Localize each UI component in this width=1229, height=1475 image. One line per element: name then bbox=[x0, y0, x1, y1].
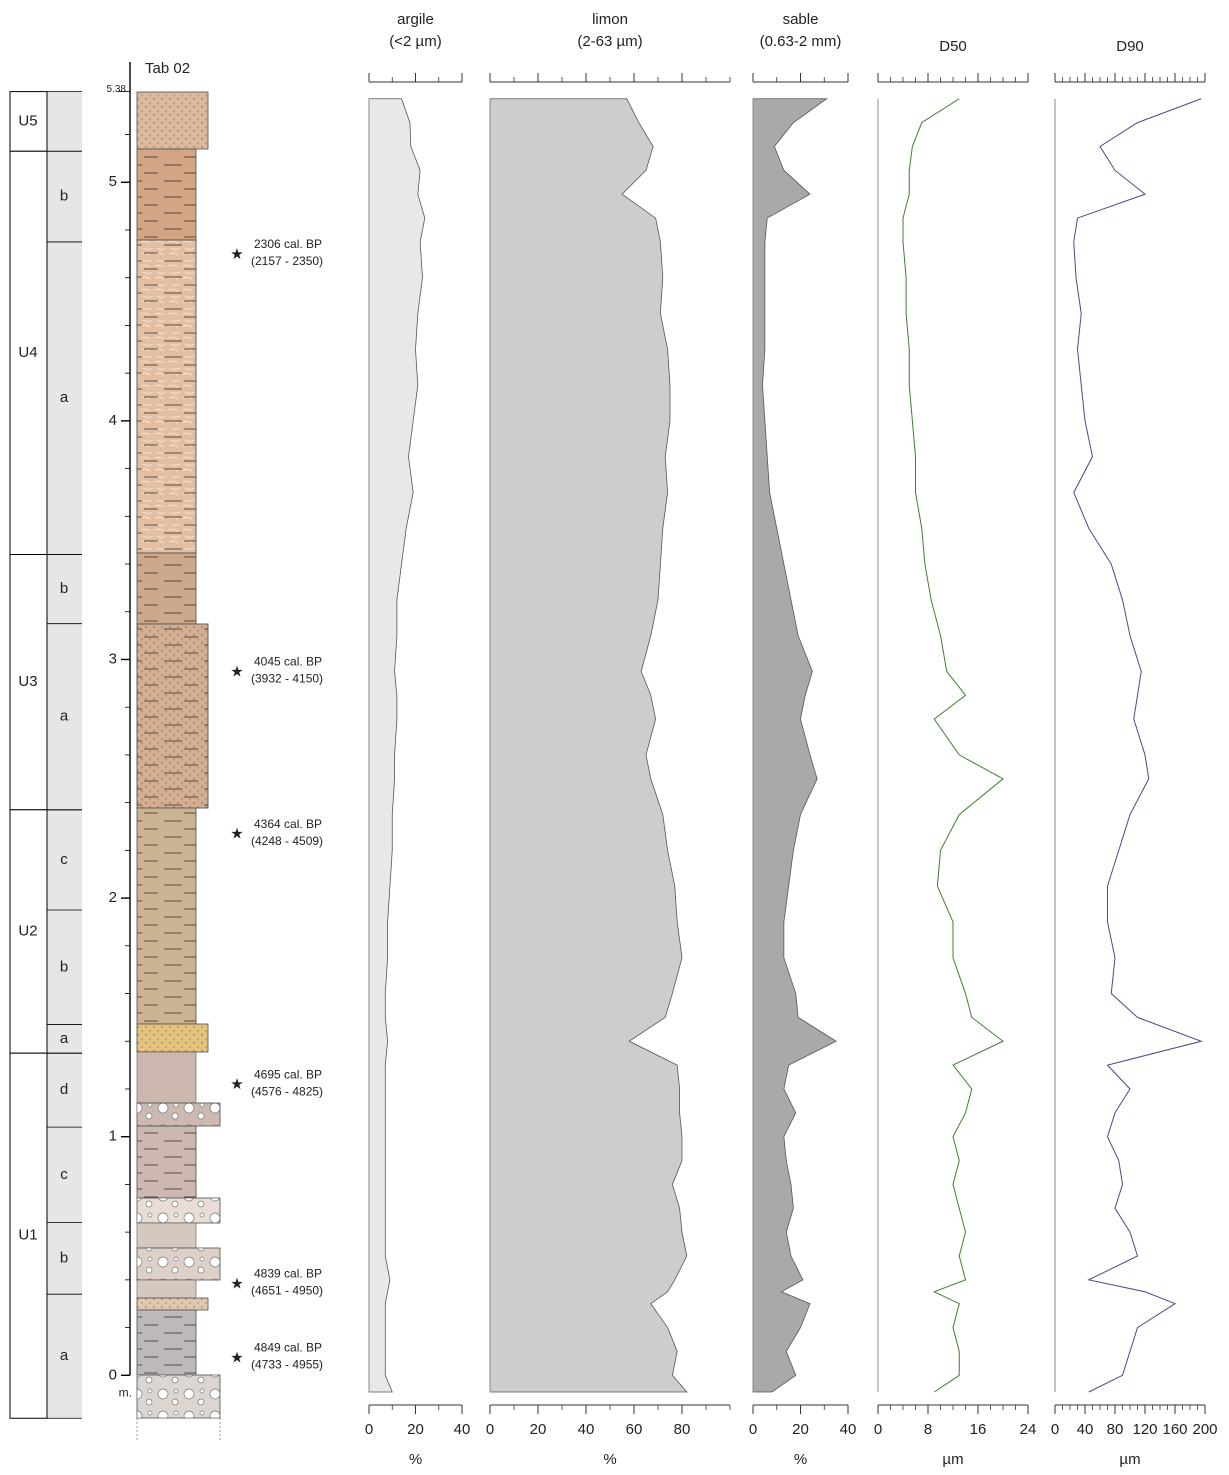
date-star: ★ bbox=[230, 1275, 243, 1292]
lithology-log bbox=[136, 91, 221, 1440]
unit-box bbox=[9, 1052, 48, 1419]
subunit-column bbox=[47, 91, 82, 1419]
date-star: ★ bbox=[230, 1076, 243, 1093]
x-axis-label: % bbox=[794, 1451, 807, 1468]
x-axis-label: µm bbox=[942, 1451, 963, 1468]
panel-title: argile bbox=[397, 11, 434, 28]
depth-tick-label: 5.38 bbox=[107, 84, 127, 95]
depth-tick-label: 1 bbox=[109, 1128, 117, 1145]
unit-label: U1 bbox=[18, 1227, 37, 1244]
profile-line bbox=[1073, 98, 1203, 1393]
subunit-label: a bbox=[60, 1347, 69, 1364]
panel-title: sable bbox=[783, 11, 819, 28]
x-tick-label: 40 bbox=[454, 1421, 471, 1438]
unit-box bbox=[9, 91, 48, 152]
unit-label: U3 bbox=[18, 673, 37, 690]
x-tick-label: 120 bbox=[1132, 1421, 1157, 1438]
subunit-label: d bbox=[60, 1081, 68, 1098]
depth-tick-label: 4 bbox=[109, 412, 117, 429]
x-tick-label: 40 bbox=[840, 1421, 857, 1438]
date-age: 2306 cal. BP bbox=[254, 237, 322, 251]
subunit-label: a bbox=[60, 708, 69, 725]
unit-label: U4 bbox=[18, 344, 37, 361]
x-tick-label: 16 bbox=[970, 1421, 987, 1438]
x-tick-label: 80 bbox=[1107, 1421, 1124, 1438]
x-tick-label: 0 bbox=[874, 1421, 882, 1438]
x-tick-label: 0 bbox=[486, 1421, 494, 1438]
unit-label: U2 bbox=[18, 922, 37, 939]
x-tick-label: 80 bbox=[674, 1421, 691, 1438]
unit-label: U5 bbox=[18, 112, 37, 129]
depth-tick-label: 0 bbox=[109, 1366, 117, 1383]
depth-tick-label: 2 bbox=[109, 889, 117, 906]
date-age: 4695 cal. BP bbox=[254, 1067, 322, 1081]
subunit-label: b bbox=[60, 188, 68, 205]
depth-tick-label: 3 bbox=[109, 650, 117, 667]
subunit-label: c bbox=[60, 1166, 68, 1183]
x-tick-label: 40 bbox=[1077, 1421, 1094, 1438]
x-axis-label: % bbox=[409, 1451, 422, 1468]
panel-title: (<2 µm) bbox=[389, 33, 441, 50]
x-tick-label: 24 bbox=[1020, 1421, 1037, 1438]
x-axis-label: % bbox=[603, 1451, 616, 1468]
subunit-label: b bbox=[60, 580, 68, 597]
depth-unit: m. bbox=[119, 1385, 132, 1399]
x-tick-label: 0 bbox=[749, 1421, 757, 1438]
date-age: 4364 cal. BP bbox=[254, 817, 322, 831]
subunit-label: b bbox=[60, 1249, 68, 1266]
date-range: (4651 - 4950) bbox=[251, 1284, 323, 1298]
subunit-label: a bbox=[60, 1030, 69, 1047]
x-tick-label: 200 bbox=[1192, 1421, 1217, 1438]
depth-tick-label: 5 bbox=[109, 173, 117, 190]
profile-area bbox=[752, 98, 837, 1393]
date-age: 4045 cal. BP bbox=[254, 655, 322, 669]
date-age: 4849 cal. BP bbox=[254, 1341, 322, 1355]
date-star: ★ bbox=[230, 1349, 243, 1366]
date-range: (3932 - 4150) bbox=[251, 672, 323, 686]
panel-title: (0.63-2 mm) bbox=[760, 33, 842, 50]
panel-title: (2-63 µm) bbox=[577, 33, 642, 50]
unit-box bbox=[9, 809, 48, 1054]
subunit-label: a bbox=[60, 389, 69, 406]
date-range: (4248 - 4509) bbox=[251, 834, 323, 848]
x-tick-label: 20 bbox=[530, 1421, 547, 1438]
x-tick-label: 8 bbox=[924, 1421, 932, 1438]
x-tick-label: 60 bbox=[626, 1421, 643, 1438]
x-tick-label: 0 bbox=[1051, 1421, 1059, 1438]
date-range: (4576 - 4825) bbox=[251, 1084, 323, 1098]
unit-box bbox=[9, 553, 48, 811]
profile-area bbox=[368, 98, 426, 1393]
x-tick-label: 160 bbox=[1162, 1421, 1187, 1438]
profile-area bbox=[489, 98, 688, 1393]
date-range: (4733 - 4955) bbox=[251, 1358, 323, 1372]
x-tick-label: 40 bbox=[578, 1421, 595, 1438]
log-title: Tab 02 bbox=[145, 60, 190, 77]
profile-line bbox=[902, 98, 1004, 1393]
subunit-label: b bbox=[60, 958, 68, 975]
date-star: ★ bbox=[230, 246, 243, 263]
x-tick-label: 20 bbox=[407, 1421, 424, 1438]
date-star: ★ bbox=[230, 826, 243, 843]
unit-box bbox=[9, 150, 48, 555]
x-tick-label: 20 bbox=[792, 1421, 809, 1438]
x-tick-label: 0 bbox=[365, 1421, 373, 1438]
date-age: 4839 cal. BP bbox=[254, 1267, 322, 1281]
panel-title: limon bbox=[592, 11, 628, 28]
panel-title: D50 bbox=[939, 38, 967, 55]
date-star: ★ bbox=[230, 663, 243, 680]
panel-title: D90 bbox=[1116, 38, 1144, 55]
date-range: (2157 - 2350) bbox=[251, 254, 323, 268]
subunit-label: c bbox=[60, 851, 68, 868]
x-axis-label: µm bbox=[1119, 1451, 1140, 1468]
